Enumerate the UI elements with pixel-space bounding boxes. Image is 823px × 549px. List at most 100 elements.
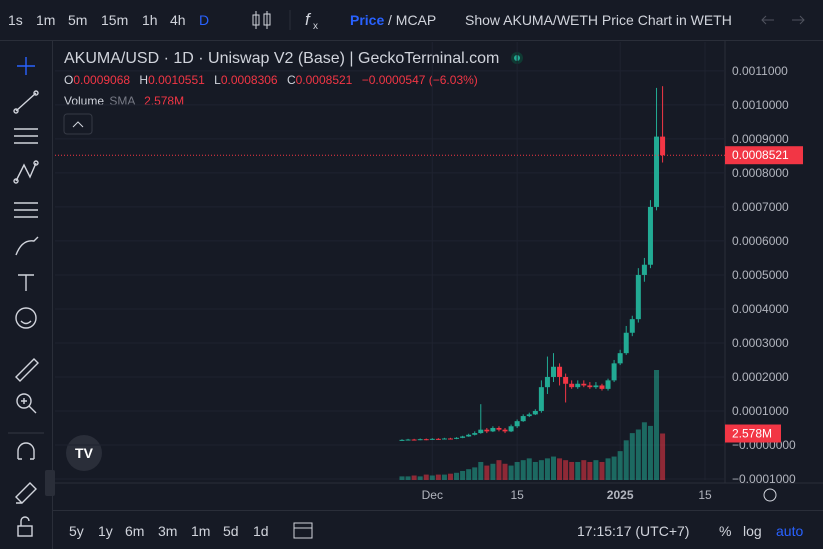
candle-body (514, 421, 520, 427)
interval-button[interactable]: D (199, 12, 210, 28)
volume-bar (647, 425, 653, 480)
volume-bar (429, 475, 435, 480)
show-weth-chart[interactable]: Show AKUMA/WETH Price Chart in WETH (465, 12, 732, 28)
candle-body (484, 429, 490, 432)
legend-change: −0.0000547 (−6.03%) (362, 73, 478, 87)
legend-key: C (287, 73, 296, 87)
volume-bar (405, 476, 411, 480)
candle-body (490, 427, 496, 432)
candle-body (581, 383, 587, 386)
x-tick-label: 15 (510, 488, 524, 502)
mcap-toggle[interactable]: / MCAP (388, 12, 437, 28)
volume-bar (472, 467, 478, 480)
candle-body (635, 274, 641, 320)
interval-button[interactable]: 1h (142, 12, 158, 28)
candle-body (563, 376, 569, 384)
volume-bar (599, 461, 605, 480)
legend-key: L (214, 73, 221, 87)
y-tick-label: 0.0011000 (732, 64, 788, 78)
y-tick-label: 0.0006000 (732, 234, 789, 248)
candle-body (623, 332, 629, 354)
interval-button[interactable]: 5m (68, 12, 88, 28)
range-button[interactable]: 5d (223, 523, 239, 539)
volume-bar (617, 451, 623, 480)
last-volume-label: 2.578M (732, 427, 772, 441)
tool-icons (8, 57, 44, 537)
candle-body (429, 438, 435, 440)
volume-bar (593, 460, 599, 480)
toolbar-toggle[interactable] (45, 470, 55, 496)
volume-bar (447, 473, 453, 480)
volume-bar (557, 458, 563, 480)
candle-body (460, 436, 466, 438)
volume-bar (605, 458, 611, 480)
volume-bar (399, 476, 405, 480)
percent-toggle[interactable]: % (719, 523, 732, 539)
interval-button[interactable]: 1s (8, 12, 23, 28)
interval-button[interactable]: 4h (170, 12, 186, 28)
undo-redo (761, 15, 805, 25)
volume-bar (581, 460, 587, 480)
volume-bar (563, 460, 569, 480)
range-button[interactable]: 5y (69, 523, 84, 539)
interval-button[interactable]: 15m (101, 12, 129, 28)
volume-bar (623, 440, 629, 480)
ohlc-legend: O0.0009068 H0.0010551 L0.0008306 C0.0008… (64, 73, 478, 87)
volume-bar (508, 465, 514, 480)
collapse-legend[interactable] (63, 113, 93, 135)
legend-value: 0.0008306 (221, 73, 278, 87)
candle-body (587, 385, 593, 388)
volume-bar (660, 433, 666, 480)
last-price-badge (725, 146, 803, 165)
candle-body (399, 439, 405, 441)
candle-body (466, 434, 472, 437)
legend-value: 2.578M (144, 94, 184, 108)
candle-body (447, 438, 453, 440)
range-button[interactable]: 6m (125, 523, 145, 539)
candle-body (478, 429, 484, 434)
candle-body (435, 438, 441, 440)
y-tick-label: 0.0002000 (732, 370, 789, 384)
y-tick-label: 0.0001000 (732, 404, 789, 418)
auto-toggle[interactable]: auto (776, 523, 804, 539)
volume-bar (611, 456, 617, 480)
candle-body (423, 439, 429, 441)
range-button[interactable]: 1d (253, 523, 269, 539)
range-button[interactable]: 1m (191, 523, 211, 539)
candle-body (575, 383, 581, 388)
candle-body (538, 387, 544, 411)
date-range-icon[interactable] (291, 519, 317, 541)
volume-bar (411, 475, 417, 480)
candle-body (641, 264, 647, 275)
log-toggle[interactable]: log (743, 523, 762, 539)
candle-body (647, 206, 653, 265)
volume-bar (454, 472, 460, 480)
volume-bar (526, 458, 532, 480)
range-button[interactable]: 1y (98, 523, 113, 539)
volume-bar (551, 456, 556, 480)
interval-button[interactable]: 1m (36, 12, 56, 28)
candle-body (660, 136, 666, 156)
settings-icon[interactable] (763, 488, 777, 502)
candle-body (520, 416, 526, 422)
legend-key: SMA (109, 94, 135, 108)
volume-bar (635, 429, 641, 480)
candle-body (496, 427, 502, 430)
volume-bar (478, 461, 484, 480)
range-button[interactable]: 3m (158, 523, 178, 539)
volume-bar (423, 474, 429, 480)
volume-bar (532, 461, 538, 480)
tv-logo (66, 435, 102, 471)
legend-value: 0.0009068 (73, 73, 130, 87)
y-tick-label: 0.0003000 (732, 336, 789, 350)
volume-bar (520, 460, 526, 480)
legend-value: 0.0008521 (296, 73, 353, 87)
price-toggle[interactable]: Price (350, 12, 385, 28)
chart: AKUMA/USD · 1D · Uniswap V2 (Base) | Gec… (45, 41, 823, 502)
volume-legend: Volume SMA 2.578M (64, 94, 184, 108)
drawing-toolbar (0, 41, 53, 549)
tv-logo-text: TV (75, 445, 94, 461)
candle-body (593, 385, 599, 388)
